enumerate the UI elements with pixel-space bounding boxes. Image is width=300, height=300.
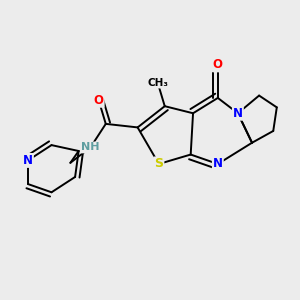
Text: CH₃: CH₃ <box>147 78 168 88</box>
Text: N: N <box>23 154 33 167</box>
Text: NH: NH <box>81 142 100 152</box>
Text: N: N <box>233 107 243 120</box>
Text: O: O <box>94 94 104 107</box>
Text: S: S <box>154 158 163 170</box>
Text: N: N <box>213 158 223 170</box>
Text: O: O <box>213 58 223 71</box>
